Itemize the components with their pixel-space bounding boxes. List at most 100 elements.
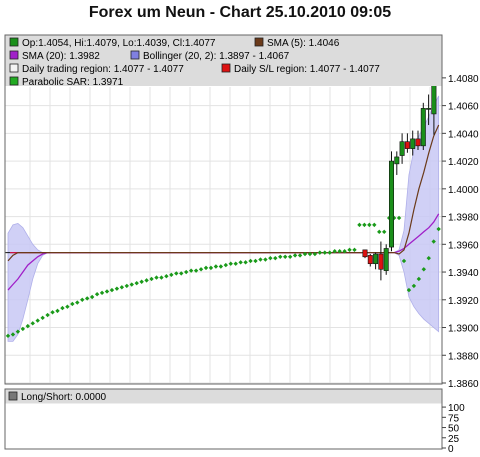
y-tick-label: 1.3880 [448,351,479,362]
psar-point [94,292,100,297]
sub-y-tick-label: 0 [448,444,454,455]
candle-up [388,160,394,248]
psar-point [287,254,293,259]
psar-point [169,272,174,278]
sma20-swatch [9,50,19,60]
psar-point [421,267,426,272]
psar-point [20,326,26,332]
psar-point [109,287,115,293]
psar-point [75,300,80,305]
candle-up [410,138,416,149]
psar-point [416,276,422,282]
psar-point [233,261,238,266]
psar-point [342,249,347,254]
psar-point [431,239,436,244]
psar-point [25,323,30,329]
psar-point [263,257,268,262]
psar-point [218,264,224,269]
psar-point [188,268,194,273]
psar-point [85,296,90,301]
legend-daily-trading: Daily trading region: 1.4077 - 1.4077 [22,64,184,75]
price-axis: 1.4080 1.4060 1.4040 1.4020 1.4000 1.3980 1.39… [442,74,479,390]
psar-point [35,318,40,323]
psar-point [184,269,189,275]
candle-up [373,253,379,265]
candle-down [362,249,368,258]
psar-point [50,310,55,315]
psar-point [377,229,382,235]
y-tick-label: 1.4080 [448,74,479,85]
psar-point [45,312,50,318]
psar-point [174,271,179,276]
legend-bollinger: Bollinger (20, 2): 1.3897 - 1.4067 [143,51,290,62]
psar-point [164,274,169,279]
psar-point [129,282,134,287]
legend-box [5,35,442,86]
psar-point [367,222,372,228]
legend-long-short: Long/Short: 0.0000 [21,392,107,403]
psar-point [372,222,377,228]
y-tick-label: 1.4040 [448,129,479,140]
sub-y-tick-label: 75 [448,413,460,424]
legend-psar: Parabolic SAR: 1.3971 [22,77,124,88]
psar-point [30,321,35,326]
psar-point [80,297,85,302]
psar-point [198,267,204,272]
psar-point [208,265,214,271]
candle-up [431,81,437,115]
psar-point [258,257,263,262]
candle-up [426,108,432,110]
y-tick-label: 1.3940 [448,268,479,279]
legend-daily-sl: Daily S/L region: 1.4077 - 1.4077 [234,64,380,75]
sub-y-tick-label: 100 [448,403,465,414]
candle-up [399,141,405,156]
legend-sma5: SMA (5): 1.4046 [267,38,340,49]
candle-down [415,138,421,147]
y-tick-label: 1.3980 [448,213,479,224]
legend-sma20: SMA (20): 1.3982 [22,51,100,62]
psar-point [426,255,431,261]
sub-y-tick-label: 50 [448,424,460,435]
candle-down [367,255,373,265]
psar-point [268,255,273,261]
psar-point [401,258,407,264]
psar-point [347,247,352,253]
psar-point [149,276,154,282]
psar-point [223,262,228,268]
psar-point [312,251,318,257]
y-tick-label: 1.3920 [448,296,479,307]
psar-point [144,278,149,283]
y-tick-label: 1.3860 [448,379,479,390]
chart-title: Forex um Neun - Chart 25.10.2010 09:05 [88,4,392,21]
psar-point [119,285,125,290]
daily-trading-swatch [9,63,19,73]
psar-point [70,301,75,307]
psar-point [243,260,248,265]
psar-point [396,215,402,221]
psar-point [89,294,95,300]
psar-point [248,258,253,264]
psar-point [302,251,308,257]
psar-point [114,286,120,291]
psar-point [382,229,387,235]
ohlc-swatch [9,37,19,47]
psar-point [5,333,11,339]
psar-point [238,260,243,265]
psar-point [213,264,219,269]
psar-point [193,268,199,273]
y-tick-label: 1.3960 [448,240,479,251]
psar-point [337,249,342,254]
psar-point [436,226,441,232]
psar-swatch [9,76,19,86]
price-grid [5,87,442,384]
psar-point [327,250,332,255]
psar-point [352,247,357,253]
psar-point [65,304,70,309]
candle-down [404,141,410,149]
psar-point [278,254,283,259]
psar-point [228,261,233,266]
psar-point [322,250,327,255]
psar-point [203,265,209,271]
